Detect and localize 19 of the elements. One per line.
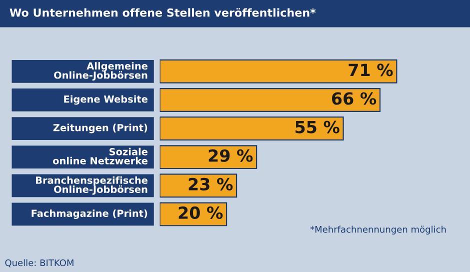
- y-tick-label: Zeitungen (Print): [53, 124, 148, 134]
- bar: [160, 59, 398, 84]
- y-tick-label: Fachmagazine (Print): [32, 209, 148, 219]
- bar: [160, 88, 381, 112]
- data-label: 55 %: [296, 120, 340, 134]
- bar: [160, 116, 344, 140]
- data-label: 20 %: [178, 206, 223, 220]
- source-note: Quelle: BITKOM: [5, 259, 74, 268]
- data-label: 29 %: [208, 149, 253, 162]
- annotation: *Mehrfachnennungen möglich: [310, 226, 446, 234]
- y-tick-label: Soziale online Netzwerke: [52, 148, 148, 164]
- data-label: 71 %: [348, 64, 393, 76]
- chart-title: Wo Unternehmen offene Stellen veröffentlichen*: [10, 8, 316, 17]
- y-tick-label: Branchenspezifische Online-Jobbörsen: [36, 176, 148, 195]
- data-label: 23 %: [188, 178, 233, 190]
- y-tick-label: Eigene Website: [64, 95, 148, 105]
- y-tick-label: Allgemeine Online-Jobbörsen: [54, 62, 148, 81]
- data-label: 66 %: [332, 92, 376, 105]
- bar: [160, 145, 258, 170]
